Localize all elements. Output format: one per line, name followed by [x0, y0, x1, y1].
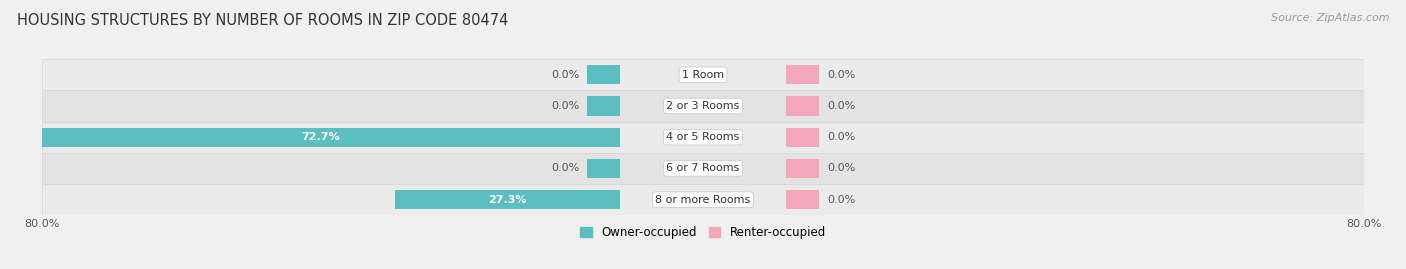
Legend: Owner-occupied, Renter-occupied: Owner-occupied, Renter-occupied [575, 221, 831, 244]
Text: 0.0%: 0.0% [551, 163, 579, 174]
Bar [786, 159, 818, 178]
Bar [395, 190, 620, 209]
Text: 1 Room: 1 Room [682, 70, 724, 80]
Text: 2 or 3 Rooms: 2 or 3 Rooms [666, 101, 740, 111]
Text: 0.0%: 0.0% [827, 70, 855, 80]
Bar [588, 159, 620, 178]
Text: 0.0%: 0.0% [827, 101, 855, 111]
Bar [42, 59, 1364, 90]
Bar [588, 65, 620, 84]
Bar [786, 96, 818, 116]
Text: 6 or 7 Rooms: 6 or 7 Rooms [666, 163, 740, 174]
Text: 0.0%: 0.0% [551, 70, 579, 80]
Text: 27.3%: 27.3% [488, 194, 527, 205]
Text: 0.0%: 0.0% [551, 101, 579, 111]
Bar [42, 122, 1364, 153]
Text: 8 or more Rooms: 8 or more Rooms [655, 194, 751, 205]
Bar [20, 128, 620, 147]
Bar [786, 128, 818, 147]
Text: Source: ZipAtlas.com: Source: ZipAtlas.com [1271, 13, 1389, 23]
Text: HOUSING STRUCTURES BY NUMBER OF ROOMS IN ZIP CODE 80474: HOUSING STRUCTURES BY NUMBER OF ROOMS IN… [17, 13, 508, 29]
Text: 0.0%: 0.0% [827, 194, 855, 205]
Bar [786, 190, 818, 209]
Bar [42, 90, 1364, 122]
Bar [42, 184, 1364, 215]
Text: 72.7%: 72.7% [301, 132, 339, 142]
Bar [588, 96, 620, 116]
Text: 0.0%: 0.0% [827, 163, 855, 174]
Text: 4 or 5 Rooms: 4 or 5 Rooms [666, 132, 740, 142]
Text: 0.0%: 0.0% [827, 132, 855, 142]
Bar [786, 65, 818, 84]
Bar [42, 153, 1364, 184]
